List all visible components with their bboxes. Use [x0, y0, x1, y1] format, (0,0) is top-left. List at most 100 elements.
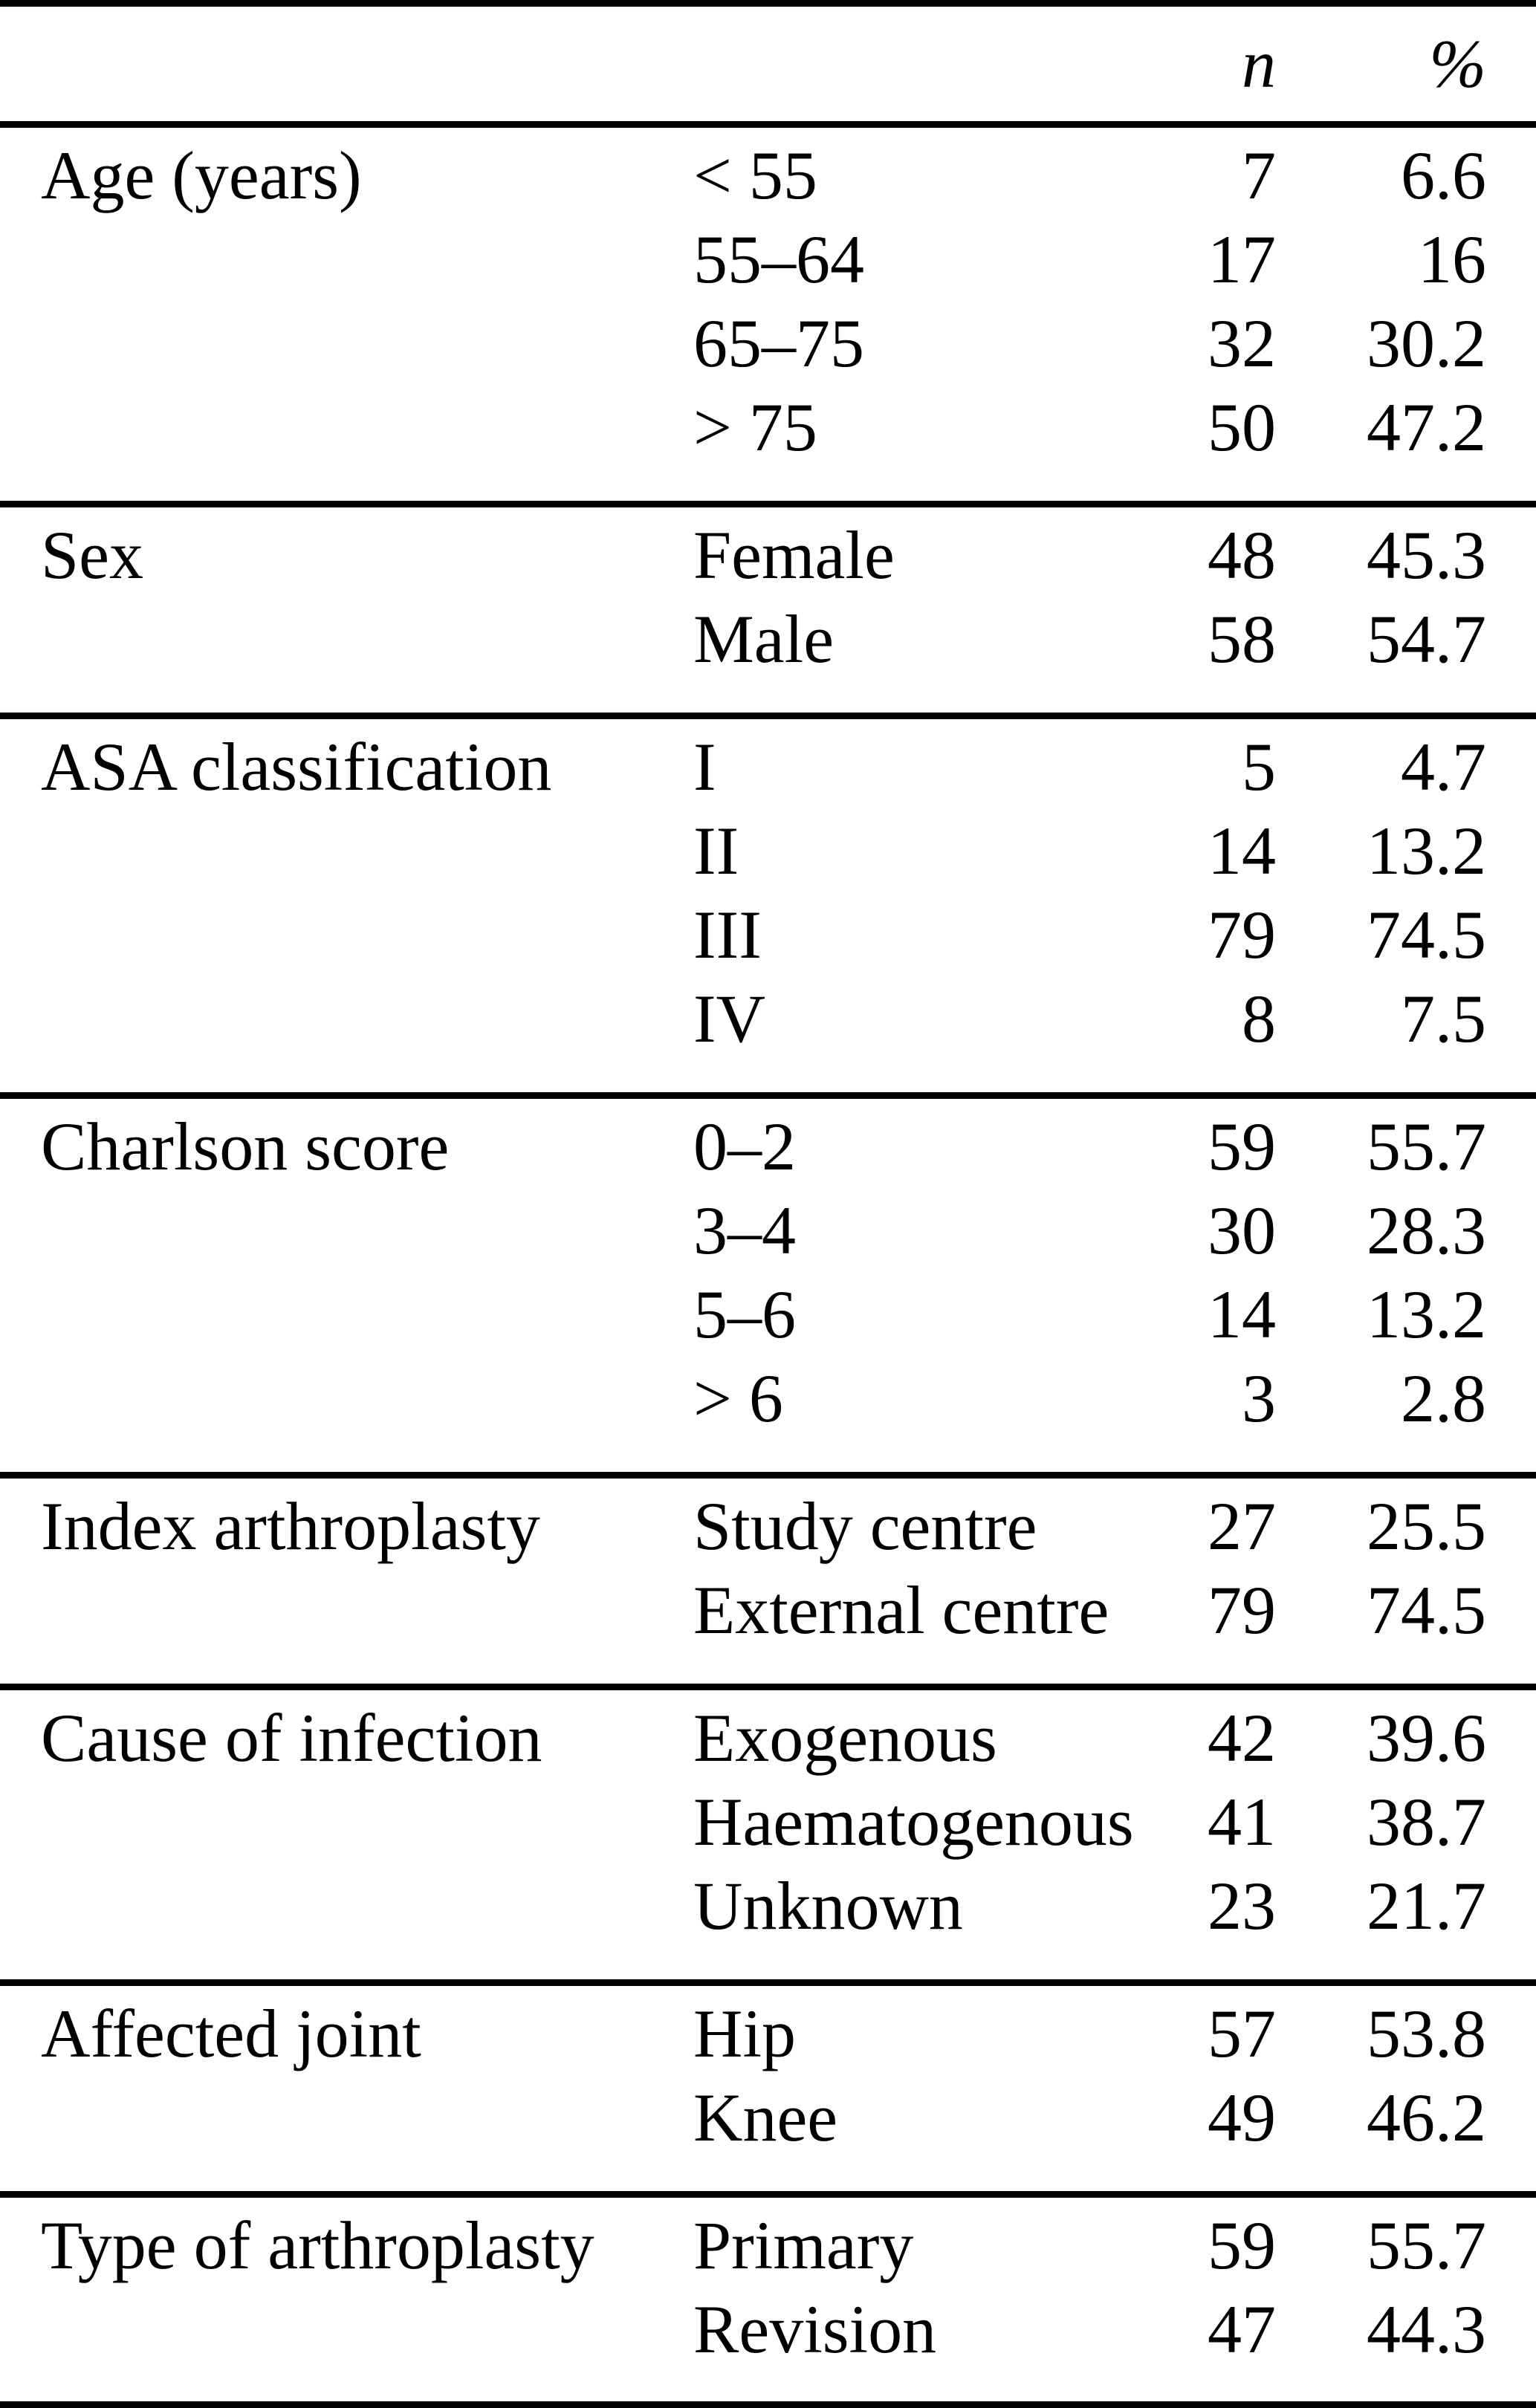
- subcategory-cell: > 6: [693, 1360, 783, 1436]
- category-cell: [41, 809, 693, 893]
- category-cell: [41, 1189, 693, 1273]
- percent-value-cell: 2.8: [1401, 1360, 1486, 1436]
- table-row: 3–4 30 28.3: [0, 1189, 1536, 1273]
- percent-value-cell: 4.7: [1401, 729, 1486, 805]
- category-cell: [41, 2076, 693, 2160]
- category-cell: [41, 977, 693, 1061]
- subcategory-cell: Male: [693, 601, 835, 677]
- category-cell: [41, 1273, 693, 1357]
- table-row: II 14 13.2: [0, 809, 1536, 893]
- subcategory-cell: III: [693, 897, 762, 973]
- n-value-cell: 14: [1208, 1276, 1276, 1352]
- category-cell: Affected joint: [41, 1996, 421, 2071]
- table-row: Knee 49 46.2: [0, 2076, 1536, 2160]
- column-header-percent: %: [1429, 26, 1486, 102]
- n-value-cell: 7: [1242, 137, 1276, 213]
- subcategory-cell: < 55: [693, 137, 817, 213]
- table-row: Unknown 23 21.7: [0, 1864, 1536, 1948]
- n-value-cell: 79: [1208, 897, 1276, 973]
- n-value-cell: 30: [1208, 1192, 1276, 1268]
- category-cell: ASA classification: [41, 729, 552, 805]
- n-value-cell: 58: [1208, 601, 1276, 677]
- n-value-cell: 23: [1208, 1868, 1276, 1944]
- table-row: 65–75 32 30.2: [0, 302, 1536, 386]
- category-cell: [41, 218, 693, 302]
- subcategory-cell: Unknown: [693, 1868, 963, 1944]
- table-row: Affected joint Hip 57 53.8: [0, 1992, 1536, 2076]
- subcategory-cell: 55–64: [693, 221, 864, 297]
- subcategory-cell: IV: [693, 981, 766, 1057]
- category-cell: Type of arthroplasty: [41, 2207, 594, 2283]
- percent-value-cell: 13.2: [1367, 813, 1486, 889]
- subcategory-cell: External centre: [693, 1572, 1109, 1648]
- subcategory-cell: 0–2: [693, 1109, 796, 1184]
- category-cell: [41, 1780, 693, 1864]
- table-section: Type of arthroplasty Primary 59 55.7 Rev…: [0, 2191, 1536, 2401]
- table-section: Charlson score 0–2 59 55.7 3–4 30 28.3 5…: [0, 1092, 1536, 1472]
- subcategory-cell: Primary: [693, 2207, 914, 2283]
- table-row: ASA classification I 5 4.7: [0, 725, 1536, 809]
- table-row: Revision 47 44.3: [0, 2288, 1536, 2372]
- table-row: Age (years) < 55 7 6.6: [0, 134, 1536, 218]
- n-value-cell: 49: [1208, 2080, 1276, 2155]
- subcategory-cell: I: [693, 729, 716, 805]
- table-row: External centre 79 74.5: [0, 1568, 1536, 1652]
- table-row: Male 58 54.7: [0, 597, 1536, 681]
- table-row: Index arthroplasty Study centre 27 25.5: [0, 1484, 1536, 1568]
- percent-value-cell: 45.3: [1367, 517, 1486, 593]
- table-section: Cause of infection Exogenous 42 39.6 Hae…: [0, 1684, 1536, 1979]
- category-cell: [41, 2288, 693, 2372]
- category-cell: [41, 1568, 693, 1652]
- table-section: Sex Female 48 45.3 Male 58 54.7: [0, 501, 1536, 713]
- n-value-cell: 17: [1208, 221, 1276, 297]
- table-section: ASA classification I 5 4.7 II 14 13.2 II…: [0, 713, 1536, 1092]
- n-value-cell: 79: [1208, 1572, 1276, 1648]
- column-header-n: n: [1242, 26, 1276, 102]
- percent-value-cell: 38.7: [1367, 1784, 1486, 1860]
- n-value-cell: 5: [1242, 729, 1276, 805]
- percent-value-cell: 53.8: [1367, 1996, 1486, 2071]
- subcategory-cell: Female: [693, 517, 895, 593]
- n-value-cell: 59: [1208, 2207, 1276, 2283]
- table-section: Index arthroplasty Study centre 27 25.5 …: [0, 1472, 1536, 1684]
- subcategory-cell: > 75: [693, 389, 817, 465]
- table-row: > 75 50 47.2: [0, 386, 1536, 470]
- percent-value-cell: 74.5: [1367, 1572, 1486, 1648]
- category-cell: [41, 386, 693, 470]
- category-cell: [41, 597, 693, 681]
- percent-value-cell: 47.2: [1367, 389, 1486, 465]
- percent-value-cell: 74.5: [1367, 897, 1486, 973]
- percent-value-cell: 6.6: [1401, 137, 1486, 213]
- percent-value-cell: 54.7: [1367, 601, 1486, 677]
- category-cell: Sex: [41, 517, 143, 593]
- table-row: 55–64 17 16: [0, 218, 1536, 302]
- table-section: Affected joint Hip 57 53.8 Knee 49 46.2: [0, 1979, 1536, 2191]
- table-row: Haematogenous 41 38.7: [0, 1780, 1536, 1864]
- percent-value-cell: 21.7: [1367, 1868, 1486, 1944]
- subcategory-cell: Study centre: [693, 1488, 1037, 1564]
- percent-value-cell: 39.6: [1367, 1700, 1486, 1776]
- category-cell: Index arthroplasty: [41, 1488, 540, 1564]
- percent-value-cell: 16: [1418, 221, 1486, 297]
- table-row: Charlson score 0–2 59 55.7: [0, 1105, 1536, 1189]
- table-row: Cause of infection Exogenous 42 39.6: [0, 1696, 1536, 1780]
- percent-value-cell: 44.3: [1367, 2291, 1486, 2367]
- n-value-cell: 50: [1208, 389, 1276, 465]
- table-row: 5–6 14 13.2: [0, 1273, 1536, 1357]
- table-row: Sex Female 48 45.3: [0, 513, 1536, 597]
- percent-value-cell: 46.2: [1367, 2080, 1486, 2155]
- percent-value-cell: 55.7: [1367, 1109, 1486, 1184]
- category-cell: Age (years): [41, 137, 362, 213]
- n-value-cell: 57: [1208, 1996, 1276, 2071]
- n-value-cell: 47: [1208, 2291, 1276, 2367]
- subcategory-cell: Hip: [693, 1996, 796, 2071]
- table-row: III 79 74.5: [0, 893, 1536, 977]
- n-value-cell: 41: [1208, 1784, 1276, 1860]
- table-body: Age (years) < 55 7 6.6 55–64 17 16 65–75…: [0, 128, 1536, 2401]
- subcategory-cell: Revision: [693, 2291, 937, 2367]
- percent-value-cell: 25.5: [1367, 1488, 1486, 1564]
- category-cell: [41, 1864, 693, 1948]
- subcategory-cell: Haematogenous: [693, 1784, 1134, 1860]
- n-value-cell: 42: [1208, 1700, 1276, 1776]
